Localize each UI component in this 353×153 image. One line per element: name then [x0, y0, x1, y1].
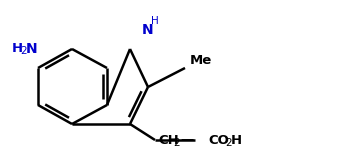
Text: CO: CO	[208, 134, 229, 147]
Text: 2: 2	[20, 47, 26, 56]
Text: H: H	[231, 134, 242, 147]
Text: Me: Me	[190, 54, 212, 67]
Text: H: H	[12, 43, 23, 56]
Text: —: —	[180, 134, 193, 147]
Text: 2: 2	[225, 138, 232, 148]
Text: N: N	[142, 23, 154, 37]
Text: 2: 2	[173, 138, 180, 148]
Text: CH: CH	[158, 134, 179, 147]
Text: N: N	[26, 42, 38, 56]
Text: H: H	[151, 16, 159, 26]
